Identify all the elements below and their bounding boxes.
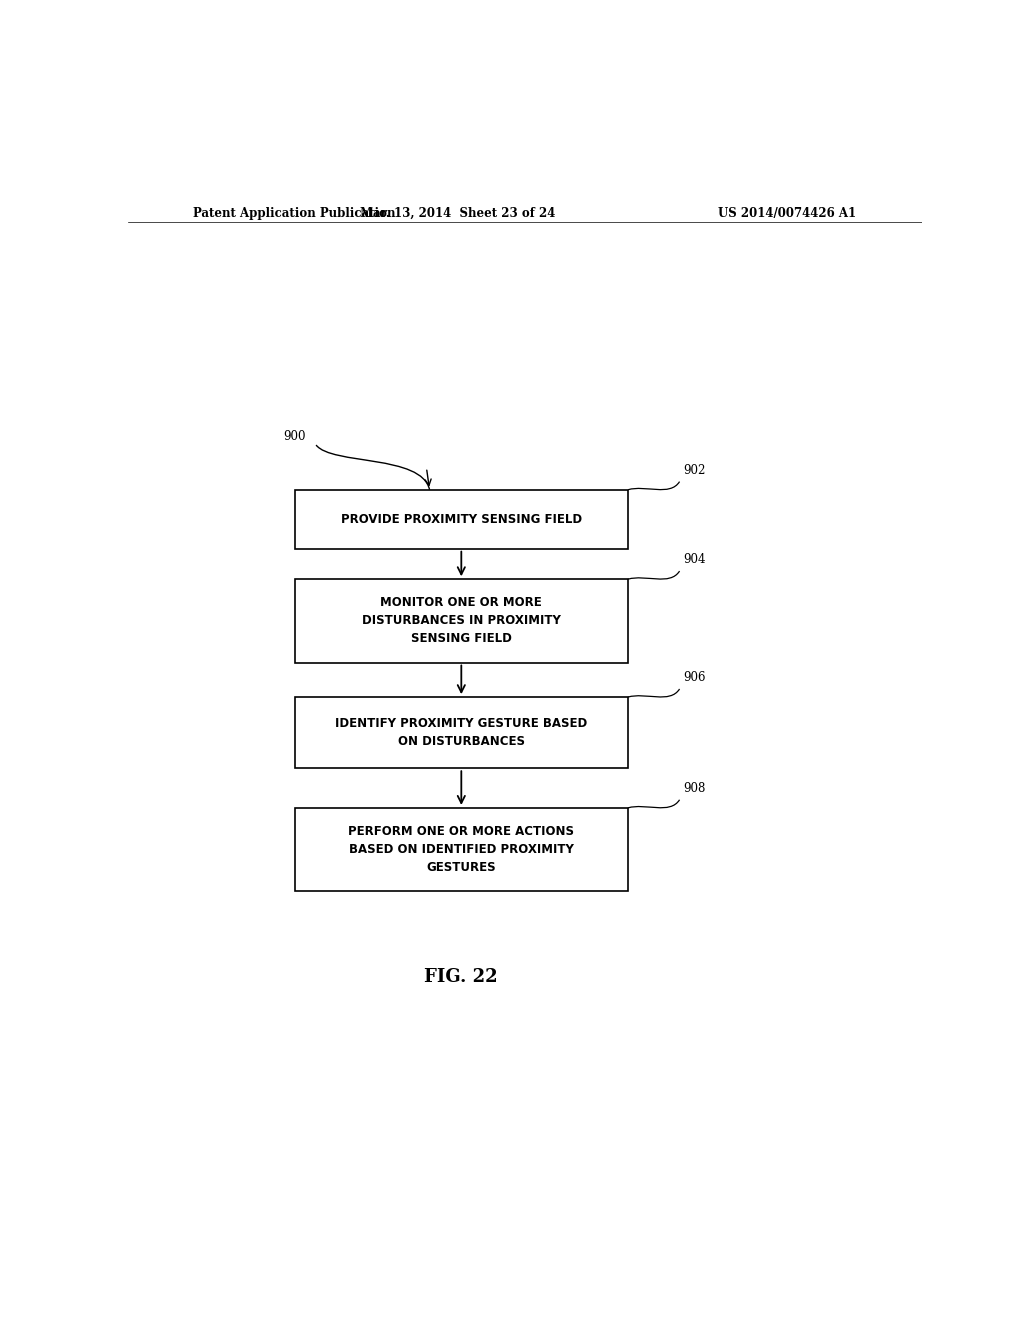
Text: IDENTIFY PROXIMITY GESTURE BASED
ON DISTURBANCES: IDENTIFY PROXIMITY GESTURE BASED ON DIST… [335, 717, 588, 748]
Text: 904: 904 [684, 553, 706, 566]
Text: 906: 906 [684, 671, 706, 684]
Text: 908: 908 [684, 781, 706, 795]
FancyBboxPatch shape [295, 490, 628, 549]
Text: PERFORM ONE OR MORE ACTIONS
BASED ON IDENTIFIED PROXIMITY
GESTURES: PERFORM ONE OR MORE ACTIONS BASED ON IDE… [348, 825, 574, 874]
Text: 900: 900 [283, 430, 305, 444]
Text: Mar. 13, 2014  Sheet 23 of 24: Mar. 13, 2014 Sheet 23 of 24 [359, 207, 555, 220]
Text: FIG. 22: FIG. 22 [425, 968, 498, 986]
Text: PROVIDE PROXIMITY SENSING FIELD: PROVIDE PROXIMITY SENSING FIELD [341, 512, 582, 525]
Text: Patent Application Publication: Patent Application Publication [194, 207, 395, 220]
FancyBboxPatch shape [295, 579, 628, 663]
Text: US 2014/0074426 A1: US 2014/0074426 A1 [719, 207, 856, 220]
Text: MONITOR ONE OR MORE
DISTURBANCES IN PROXIMITY
SENSING FIELD: MONITOR ONE OR MORE DISTURBANCES IN PROX… [361, 597, 561, 645]
FancyBboxPatch shape [295, 697, 628, 768]
FancyBboxPatch shape [295, 808, 628, 891]
Text: 902: 902 [684, 463, 706, 477]
